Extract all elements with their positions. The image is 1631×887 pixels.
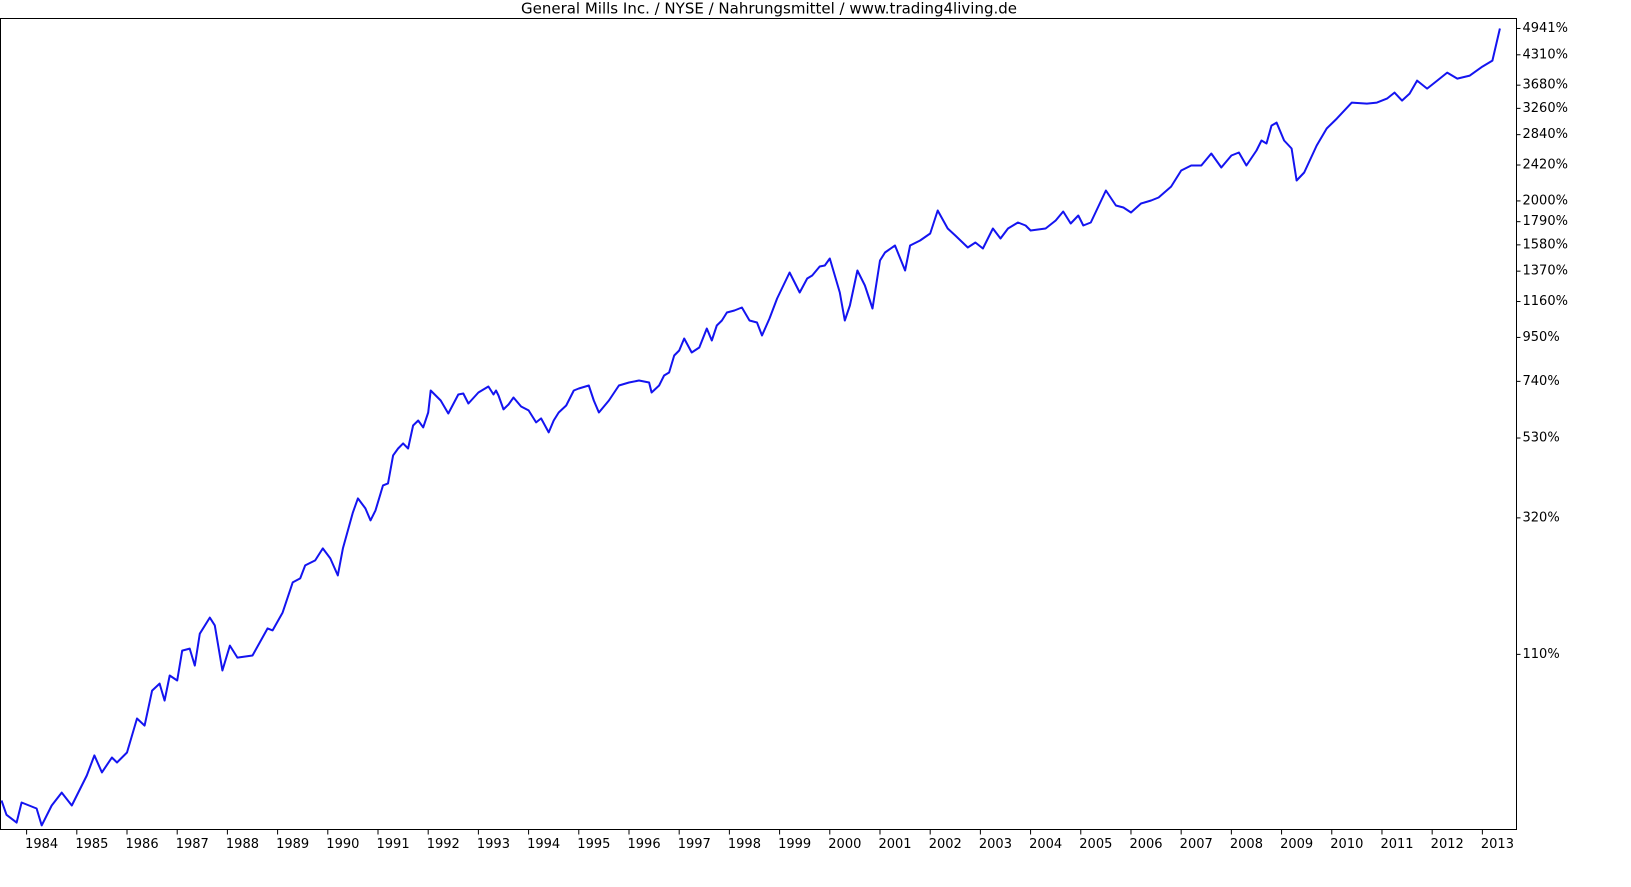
chart-title: General Mills Inc. / NYSE / Nahrungsmitt… [521, 0, 1017, 18]
x-tick-label: 1989 [276, 837, 309, 852]
x-tick-label: 1996 [628, 837, 661, 852]
x-tick-label: 2002 [929, 837, 962, 852]
y-tick-label: 1160% [1523, 294, 1568, 309]
price-line [0, 28, 1501, 827]
y-tick-label: 530% [1523, 431, 1560, 446]
y-tick-label: 110% [1523, 647, 1560, 662]
x-tick-label: 2008 [1230, 837, 1263, 852]
x-tick-label: 2006 [1129, 837, 1162, 852]
x-tick-label: 1985 [75, 837, 108, 852]
x-tick-label: 2013 [1481, 837, 1514, 852]
x-tick-label: 1993 [477, 837, 510, 852]
x-tick-label: 2010 [1330, 837, 1363, 852]
y-tick-label: 320% [1523, 510, 1560, 525]
y-tick-label: 740% [1523, 374, 1560, 389]
x-tick-label: 2000 [828, 837, 861, 852]
y-tick-label: 2840% [1523, 127, 1568, 142]
plot-frame [0, 18, 1517, 830]
x-tick-label: 1988 [226, 837, 259, 852]
y-tick-label: 1370% [1523, 264, 1568, 279]
y-tick-label: 3260% [1523, 101, 1568, 116]
x-tick-label: 1987 [176, 837, 209, 852]
x-tick-label: 1995 [577, 837, 610, 852]
x-tick-label: 1986 [126, 837, 159, 852]
x-tick-label: 2009 [1280, 837, 1313, 852]
x-tick-label: 2005 [1079, 837, 1112, 852]
y-tick-label: 950% [1523, 330, 1560, 345]
x-tick-label: 1999 [778, 837, 811, 852]
x-tick-label: 1984 [25, 837, 58, 852]
y-tick-label: 4310% [1523, 47, 1568, 62]
x-tick-label: 1998 [728, 837, 761, 852]
x-tick-label: 1994 [527, 837, 560, 852]
y-tick-label: 2000% [1523, 193, 1568, 208]
y-tick-label: 1580% [1523, 237, 1568, 252]
x-tick-label: 2012 [1431, 837, 1464, 852]
x-tick-label: 2001 [878, 837, 911, 852]
x-tick-label: 2004 [1029, 837, 1062, 852]
x-tick-label: 1997 [678, 837, 711, 852]
y-tick-label: 4941% [1523, 21, 1568, 36]
x-tick-label: 1992 [427, 837, 460, 852]
x-tick-label: 2007 [1180, 837, 1213, 852]
y-tick-label: 1790% [1523, 214, 1568, 229]
y-tick-label: 3680% [1523, 78, 1568, 93]
x-tick-label: 2011 [1380, 837, 1413, 852]
y-tick-label: 2420% [1523, 158, 1568, 173]
x-tick-label: 1991 [377, 837, 410, 852]
x-tick-label: 2003 [979, 837, 1012, 852]
x-tick-label: 1990 [326, 837, 359, 852]
